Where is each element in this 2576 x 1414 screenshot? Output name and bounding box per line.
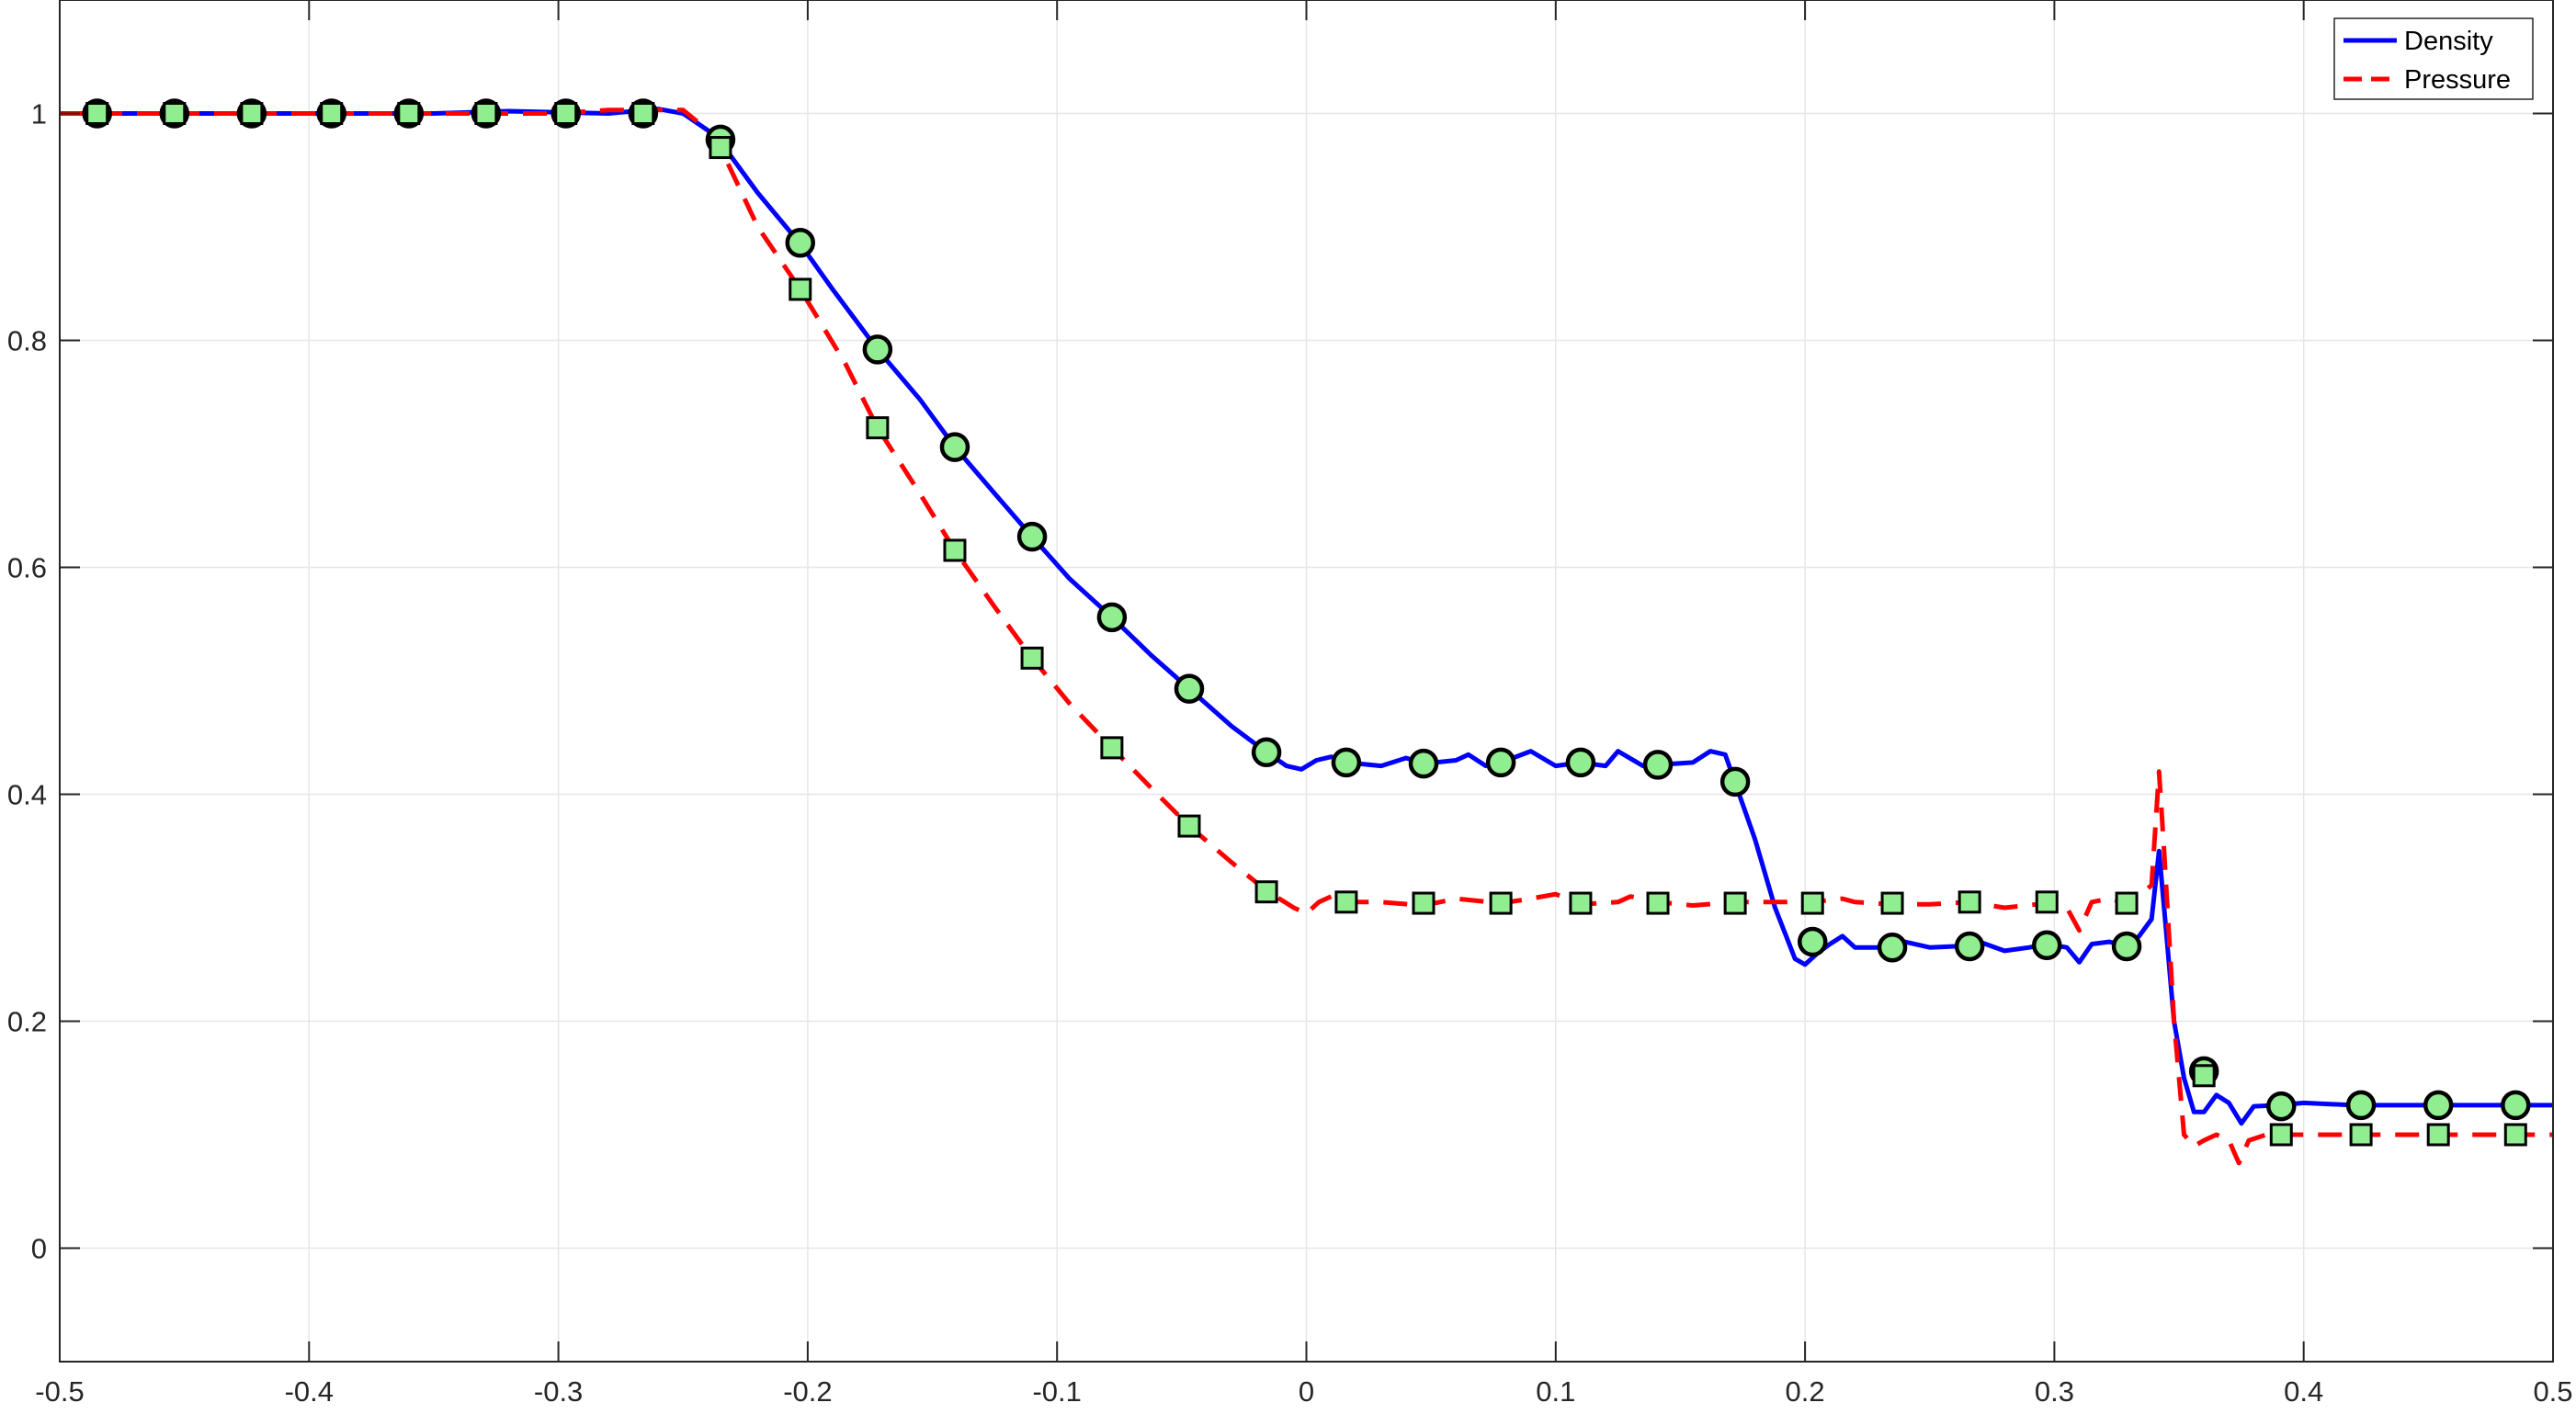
density-point bbox=[1174, 673, 1205, 704]
density-point bbox=[862, 334, 893, 365]
density-point bbox=[2266, 1091, 2297, 1122]
x-tick-label: 0.3 bbox=[2035, 1375, 2074, 1408]
pressure-point bbox=[1880, 891, 1904, 915]
pressure-point bbox=[85, 102, 109, 125]
density-line bbox=[60, 107, 2553, 1126]
density-point bbox=[2345, 1090, 2377, 1121]
legend-density-label: Density bbox=[2404, 27, 2493, 56]
pressure-point bbox=[1177, 814, 1201, 838]
x-tick-label: -0.3 bbox=[534, 1375, 583, 1408]
y-tick-label: 0.4 bbox=[7, 779, 47, 811]
x-tick-label: -0.4 bbox=[285, 1375, 334, 1408]
pressure-point bbox=[1723, 891, 1747, 915]
density-point bbox=[1096, 602, 1128, 633]
y-tick-label: 0.8 bbox=[7, 325, 47, 357]
pressure-point bbox=[866, 416, 890, 440]
y-tick-label: 0 bbox=[31, 1233, 47, 1265]
pressure-point bbox=[1334, 890, 1358, 914]
pressure-point bbox=[1569, 891, 1593, 915]
density-point bbox=[2111, 931, 2142, 962]
x-tick-label: 0.2 bbox=[1786, 1375, 1825, 1408]
density-point bbox=[1642, 750, 1674, 780]
series-layer bbox=[60, 107, 2553, 1166]
pressure-point bbox=[789, 277, 812, 301]
pressure-point bbox=[474, 102, 498, 125]
y-tick-label: 1 bbox=[31, 98, 47, 130]
x-tick-label: 0 bbox=[1299, 1375, 1314, 1408]
pressure-point bbox=[1958, 890, 1981, 914]
density-point bbox=[2423, 1090, 2454, 1121]
x-tick-label: -0.1 bbox=[1032, 1375, 1081, 1408]
density-point bbox=[1877, 932, 1908, 963]
pressure-point bbox=[1020, 646, 1044, 670]
pressure-point bbox=[397, 102, 421, 125]
pressure-point bbox=[1100, 736, 1124, 760]
pressure-point bbox=[320, 102, 344, 125]
pressure-point bbox=[1412, 891, 1436, 915]
density-point bbox=[1719, 766, 1751, 797]
density-point bbox=[1565, 747, 1596, 778]
ticks: -0.5 -0.4 -0.3 -0.2 -0.1 0 0.1 0.2 0.3 0.4 0.5 0 0.2… bbox=[7, 0, 2573, 1408]
density-point bbox=[1797, 926, 1828, 957]
pressure-point bbox=[554, 102, 578, 125]
pressure-point bbox=[943, 538, 967, 562]
y-tick-label: 0.6 bbox=[7, 552, 47, 584]
pressure-point bbox=[2349, 1123, 2373, 1147]
pressure-point bbox=[1800, 891, 1824, 915]
density-point bbox=[2032, 930, 2062, 961]
x-tick-label: 0.4 bbox=[2284, 1375, 2323, 1408]
legend-pressure-label: Pressure bbox=[2404, 65, 2511, 95]
density-point bbox=[1016, 521, 1048, 552]
density-point bbox=[2501, 1090, 2531, 1121]
x-tick-label: 0.1 bbox=[1536, 1375, 1575, 1408]
pressure-point bbox=[163, 102, 187, 125]
pressure-point bbox=[1489, 891, 1513, 915]
pressure-point bbox=[1646, 891, 1670, 915]
legend: Density Pressure bbox=[2333, 17, 2534, 100]
pressure-point bbox=[2192, 1064, 2216, 1088]
pressure-point bbox=[2269, 1123, 2293, 1147]
pressure-point bbox=[2115, 891, 2139, 915]
pressure-point bbox=[2035, 890, 2059, 914]
density-point bbox=[785, 228, 816, 258]
pressure-line bbox=[60, 107, 2553, 1166]
density-point bbox=[1954, 931, 1985, 962]
density-point bbox=[1331, 747, 1362, 778]
pressure-point bbox=[631, 102, 655, 125]
density-point bbox=[1485, 747, 1516, 778]
density-point bbox=[939, 432, 970, 462]
marker-layer bbox=[82, 98, 2531, 1147]
density-point bbox=[1408, 748, 1439, 779]
pressure-point bbox=[1254, 880, 1278, 904]
x-tick-label: 0.5 bbox=[2533, 1375, 2572, 1408]
pressure-point bbox=[2426, 1123, 2450, 1147]
x-tick-label: -0.2 bbox=[783, 1375, 832, 1408]
density-point bbox=[1251, 737, 1282, 768]
legend-box bbox=[2333, 17, 2534, 100]
pressure-point bbox=[709, 136, 732, 160]
pressure-point bbox=[2503, 1123, 2527, 1147]
y-tick-label: 0.2 bbox=[7, 1006, 47, 1038]
x-tick-label: -0.5 bbox=[35, 1375, 84, 1408]
pressure-point bbox=[240, 102, 264, 125]
